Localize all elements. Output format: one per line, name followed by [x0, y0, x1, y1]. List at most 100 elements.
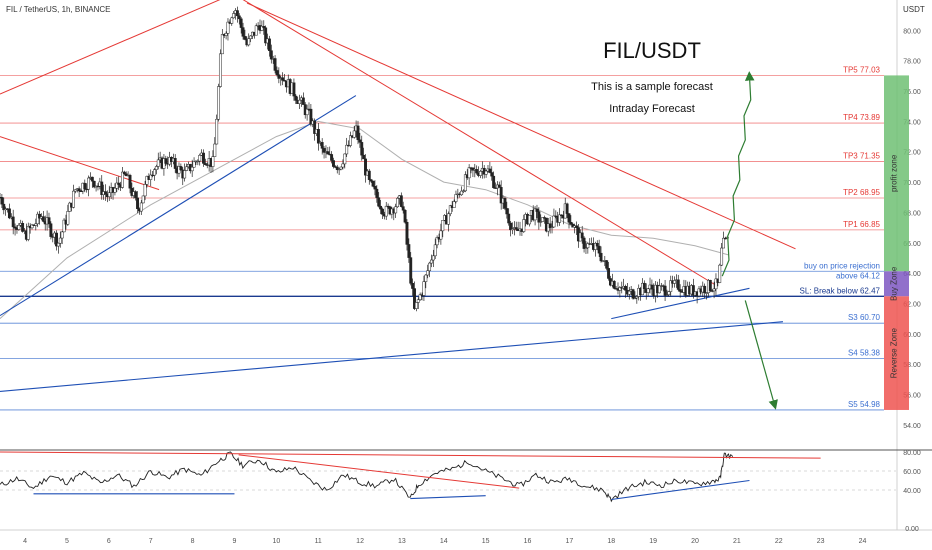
candle-body — [605, 260, 609, 269]
profit-zone-label: profit zone — [890, 154, 899, 192]
candle-body — [399, 195, 403, 207]
candle-body — [433, 244, 437, 257]
candle-body — [503, 198, 507, 209]
candle-body — [394, 206, 398, 214]
candle-body — [364, 158, 367, 176]
candle-body — [262, 26, 266, 29]
candle-body — [203, 163, 207, 165]
candle-body — [379, 205, 383, 210]
candle-body — [377, 197, 381, 207]
candle-body — [499, 187, 503, 204]
price-tick-label: 54.00 — [903, 423, 921, 430]
candle-body — [247, 38, 251, 46]
candle-body — [218, 53, 222, 87]
candle-body — [463, 174, 467, 192]
candle-body — [121, 171, 124, 188]
price-tick-label: 80.00 — [903, 28, 921, 35]
red-trendline — [0, 136, 160, 191]
candle-body — [239, 18, 243, 28]
candle-body — [584, 247, 588, 249]
candle-body — [56, 242, 60, 247]
candle-body — [676, 279, 680, 290]
candle-body — [190, 166, 194, 172]
rsi-red-trendline — [0, 451, 821, 459]
time-tick-label: 5 — [65, 538, 69, 545]
time-tick-label: 17 — [566, 538, 574, 545]
price-tick-label: 74.00 — [903, 119, 921, 126]
candle-body — [305, 108, 309, 116]
price-axis: 54.00 56.00 58.00 60.00 62.00 64.00 66.00 68.00… — [903, 28, 921, 429]
candle-body — [136, 197, 139, 210]
candle-body — [475, 169, 479, 174]
candle-body — [2, 203, 6, 211]
time-tick-label: 4 — [23, 538, 27, 545]
candle-body — [633, 297, 637, 300]
candle-body — [281, 77, 285, 81]
price-tick-label: 72.00 — [903, 150, 921, 157]
rsi-tick-label: 0.00 — [905, 526, 919, 533]
moving-average-line — [0, 120, 729, 319]
time-tick-label: 18 — [607, 538, 615, 545]
rsi-tick-label: 60.00 — [903, 469, 921, 476]
candle-body — [411, 283, 415, 289]
level-label: S4 58.38 — [848, 348, 881, 357]
time-tick-label: 6 — [107, 538, 111, 545]
annotation-line-2: Intraday Forecast — [609, 103, 695, 115]
candle-body — [642, 282, 646, 289]
candle-body — [66, 211, 70, 225]
candle-body — [665, 294, 669, 296]
candle-body — [185, 166, 188, 171]
candle-body — [575, 225, 578, 228]
candle-body — [211, 156, 215, 167]
candle-body — [149, 174, 153, 180]
candle-body — [341, 163, 345, 168]
candle-body — [73, 189, 77, 192]
candle-body — [320, 142, 324, 149]
candle-body — [164, 158, 168, 164]
price-levels: TP5 77.03 TP4 73.89 TP3 71.35 TP2 68.95 TP1 … — [0, 65, 884, 411]
candle-body — [462, 190, 465, 192]
time-tick-label: 23 — [817, 538, 825, 545]
candle-body — [612, 280, 616, 289]
candle-body — [607, 268, 611, 279]
candle-body — [401, 206, 405, 211]
candle-body — [115, 182, 119, 189]
candle-body — [428, 262, 432, 272]
candle-body — [552, 215, 556, 228]
candle-body — [691, 285, 695, 296]
candle-body — [446, 213, 450, 225]
candle-body — [471, 167, 475, 171]
candle-body — [635, 296, 639, 299]
candle-body — [237, 15, 241, 20]
candle-body — [484, 170, 488, 175]
time-tick-label: 19 — [649, 538, 657, 545]
candle-body — [541, 217, 545, 222]
blue-trendline — [611, 287, 750, 320]
candle-body — [405, 221, 409, 245]
candle-body — [396, 198, 399, 208]
time-tick-label: 12 — [356, 538, 364, 545]
time-tick-label: 7 — [149, 538, 153, 545]
level-label: TP2 68.95 — [843, 188, 880, 197]
candle-body — [330, 154, 334, 161]
candle-body — [249, 35, 253, 39]
blue-trendline — [0, 321, 784, 392]
candle-body — [409, 257, 413, 284]
candle-body — [509, 222, 513, 231]
candle-body — [624, 286, 627, 291]
price-tick-label: 76.00 — [903, 89, 921, 96]
candle-body — [55, 232, 58, 247]
candle-body — [104, 191, 107, 195]
candle-body — [275, 70, 279, 75]
candle-body — [582, 237, 586, 249]
candle-body — [156, 159, 160, 167]
reverse-zone-bar — [884, 296, 909, 410]
level-label: S3 60.70 — [848, 313, 881, 322]
candle-body — [384, 205, 388, 217]
price-tick-label: 66.00 — [903, 241, 921, 248]
level-label: SL: Break below 62.47 — [800, 286, 881, 295]
candle-body — [650, 284, 654, 290]
candle-body — [179, 166, 183, 171]
candle-body — [83, 182, 87, 190]
candle-body — [141, 195, 145, 204]
